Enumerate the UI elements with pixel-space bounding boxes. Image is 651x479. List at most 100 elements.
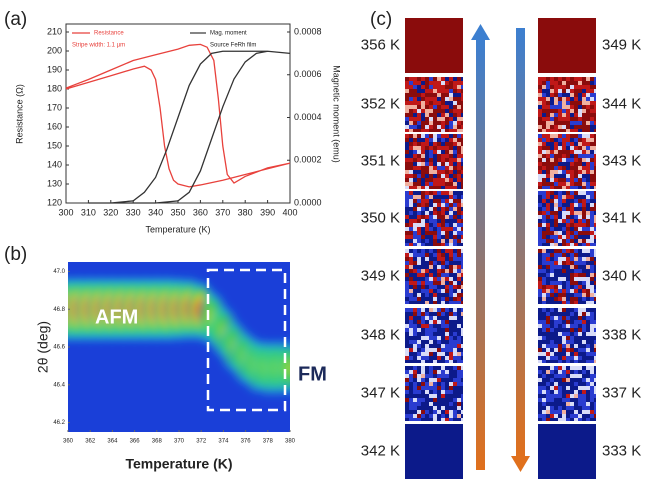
tile-pixel (461, 121, 463, 125)
tile-pixel (437, 239, 441, 243)
tile-pixel (413, 227, 417, 231)
tile-pixel (405, 281, 409, 285)
tile-pixel (413, 257, 417, 261)
tile-pixel (574, 195, 578, 199)
tile-pixel (445, 129, 449, 132)
tile-pixel (582, 162, 586, 166)
tile-pixel (433, 293, 437, 297)
tile-pixel (405, 356, 409, 360)
tile-pixel (594, 418, 596, 421)
tile-pixel (570, 134, 574, 138)
tile-pixel (582, 89, 586, 93)
tile-pixel (413, 253, 417, 257)
tile-pixel (441, 418, 445, 421)
tile-pixel (437, 273, 441, 277)
tile-pixel (433, 134, 437, 138)
tile-pixel (574, 261, 578, 265)
tile-pixel (590, 378, 594, 382)
tile-pixel (590, 182, 594, 186)
tile-pixel (542, 231, 546, 235)
tile-pixel (562, 231, 566, 235)
tile-pixel (449, 207, 453, 211)
tile-pixel (586, 324, 590, 328)
tile-pixel (417, 113, 421, 117)
tile-pixel (558, 223, 562, 227)
tile-pixel (405, 312, 409, 316)
tile-pixel (437, 312, 441, 316)
tile-pixel (409, 121, 413, 125)
tile-pixel (445, 289, 449, 293)
y2-tick-label: 0.0004 (294, 112, 322, 122)
tile-pixel (409, 324, 413, 328)
tile-pixel (433, 344, 437, 348)
tile-pixel (542, 249, 546, 253)
tile-pixel (550, 117, 554, 121)
tile-pixel (425, 125, 429, 129)
tile-pixel (457, 418, 461, 421)
tile-pixel (550, 257, 554, 261)
tile-pixel (590, 142, 594, 146)
tile-pixel (546, 239, 550, 243)
tile-pixel (550, 129, 554, 132)
tile-pixel (546, 154, 550, 158)
tile-pixel (566, 374, 570, 378)
tile-pixel (441, 336, 445, 340)
tile-pixel (590, 348, 594, 352)
tile-pixel (542, 332, 546, 336)
tile-pixel (558, 109, 562, 113)
tile-pixel (433, 249, 437, 253)
tile-pixel (457, 109, 461, 113)
tile-pixel (441, 85, 445, 89)
temperature-label: 342 K (361, 442, 400, 459)
tile-pixel (457, 178, 461, 182)
tile-pixel (417, 146, 421, 150)
tile-pixel (453, 215, 457, 219)
tile-pixel (433, 418, 437, 421)
tile-pixel (421, 269, 425, 273)
tile-pixel (445, 277, 449, 281)
tile-pixel (405, 390, 409, 394)
tile-pixel (429, 178, 433, 182)
tile-pixel (433, 370, 437, 374)
tile-pixel (542, 158, 546, 162)
tile-pixel (542, 390, 546, 394)
tile-pixel (409, 406, 413, 410)
tile-pixel (425, 113, 429, 117)
tile-pixel (457, 249, 461, 253)
tile-pixel (578, 366, 582, 370)
tile-pixel (558, 231, 562, 235)
tile-pixel (437, 227, 441, 231)
tile-pixel (413, 390, 417, 394)
tile-pixel (586, 281, 590, 285)
tile-pixel (546, 211, 550, 215)
tile-pixel (457, 370, 461, 374)
tile-pixel (590, 231, 594, 235)
tile-pixel (538, 336, 542, 340)
tile-pixel (409, 386, 413, 390)
tile-pixel (405, 231, 409, 235)
tile-pixel (594, 235, 596, 239)
tile-pixel (590, 360, 594, 363)
y-tick-label: 47.0 (53, 269, 65, 275)
tile-pixel (554, 215, 558, 219)
tile-pixel (421, 366, 425, 370)
tile-pixel (566, 289, 570, 293)
tile-pixel (542, 382, 546, 386)
tile-pixel (542, 344, 546, 348)
tile-pixel (582, 320, 586, 324)
tile-pixel (445, 348, 449, 352)
tile-pixel (405, 308, 409, 312)
tile-pixel (457, 285, 461, 289)
tile-pixel (578, 211, 582, 215)
tile-pixel (449, 113, 453, 117)
tile-pixel (558, 356, 562, 360)
tile-pixel (461, 382, 463, 386)
tile-pixel (566, 269, 570, 273)
tile-pixel (437, 158, 441, 162)
tile-pixel (554, 320, 558, 324)
tile-pixel (570, 166, 574, 170)
tile-pixel (594, 93, 596, 97)
tile-pixel (546, 386, 550, 390)
tile-pixel (554, 150, 558, 154)
tile-pixel (554, 289, 558, 293)
